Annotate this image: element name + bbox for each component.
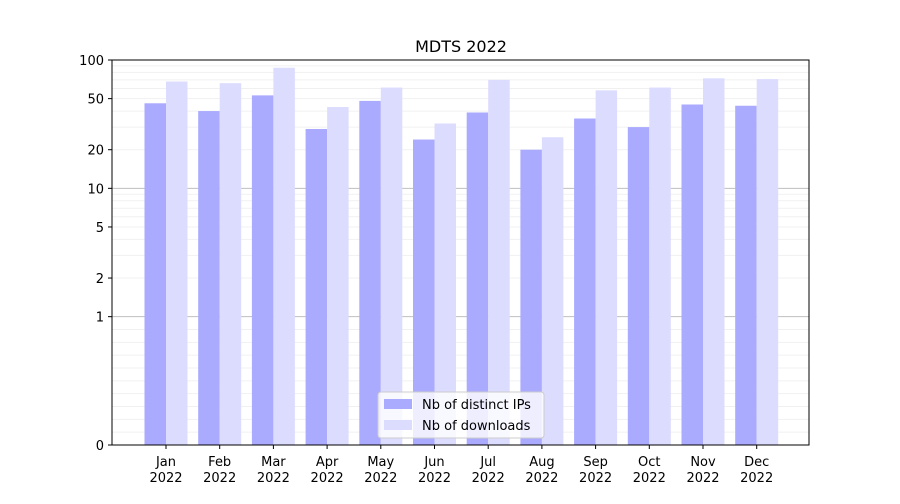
legend: Nb of distinct IPs Nb of downloads (377, 391, 545, 439)
x-tick-label-month: Apr (316, 455, 339, 470)
bar-downloads (327, 107, 349, 446)
bar-downloads (219, 83, 242, 445)
x-tick-label-year: 2022 (686, 471, 719, 486)
x-tick-label-year: 2022 (579, 471, 612, 486)
x-tick-label-year: 2022 (257, 471, 290, 486)
y-axis: 0 1 2 5 10 20 50 100 (79, 54, 112, 454)
x-tick-label-year: 2022 (311, 471, 344, 486)
bar-distinct-ips (681, 104, 703, 445)
x-tick-label-year: 2022 (633, 471, 666, 486)
bar-downloads (273, 67, 295, 446)
bar-distinct-ips (520, 149, 542, 445)
x-tick-label-month: Jun (423, 455, 444, 470)
y-tick-label: 100 (79, 54, 104, 69)
bar-downloads (541, 137, 564, 446)
bar-downloads (488, 79, 510, 445)
x-tick-label-year: 2022 (149, 471, 182, 486)
bar-downloads (380, 87, 403, 445)
x-tick-label-month: Feb (208, 455, 231, 470)
legend-box (377, 391, 545, 439)
bar-distinct-ips (574, 118, 596, 446)
bar-downloads (166, 81, 188, 445)
legend-label: Nb of downloads (422, 419, 531, 434)
bar-distinct-ips (198, 111, 220, 445)
x-tick-label-year: 2022 (418, 471, 451, 486)
x-tick-label-month: Aug (529, 455, 554, 470)
y-tick-label: 50 (87, 93, 104, 108)
x-tick-label-month: Sep (583, 455, 608, 470)
y-tick-label: 20 (87, 144, 104, 159)
bar-downloads (595, 90, 618, 445)
chart-title: MDTS 2022 (415, 37, 507, 56)
y-tick-label: 1 (96, 311, 104, 326)
x-tick-label-year: 2022 (472, 471, 505, 486)
y-tick-label: 5 (96, 221, 104, 236)
y-tick-label: 10 (87, 182, 104, 197)
x-tick-label-month: Jan (155, 455, 176, 470)
bar-downloads (756, 79, 779, 446)
x-tick-label-year: 2022 (364, 471, 397, 486)
x-tick-label-month: May (367, 455, 394, 470)
bar-downloads (434, 123, 456, 446)
x-tick-label-month: Jul (479, 455, 496, 470)
legend-swatch (384, 420, 412, 430)
x-tick-label-year: 2022 (203, 471, 236, 486)
bar-distinct-ips (305, 128, 328, 446)
bar-distinct-ips (144, 103, 166, 445)
x-axis: Jan2022Feb2022Mar2022Apr2022May2022Jun20… (149, 445, 773, 486)
bar-distinct-ips (627, 127, 650, 445)
x-tick-label-year: 2022 (525, 471, 558, 486)
x-tick-label-month: Nov (690, 455, 716, 470)
x-tick-label-month: Dec (744, 455, 769, 470)
x-tick-label-month: Mar (261, 455, 286, 470)
bar-distinct-ips (735, 105, 757, 446)
plot-frame (111, 59, 810, 446)
bar-distinct-ips (359, 100, 381, 445)
x-tick-label-month: Oct (638, 455, 660, 470)
x-tick-label-year: 2022 (740, 471, 773, 486)
bar-distinct-ips (413, 139, 435, 445)
bar-distinct-ips (466, 112, 489, 445)
legend-label: Nb of distinct IPs (422, 398, 531, 413)
bar-downloads (703, 78, 725, 446)
y-tick-label: 2 (96, 272, 104, 287)
bar-downloads (649, 87, 671, 445)
bars (144, 67, 779, 446)
legend-swatch (384, 399, 412, 409)
bar-distinct-ips (251, 95, 274, 446)
y-tick-label: 0 (96, 439, 104, 454)
